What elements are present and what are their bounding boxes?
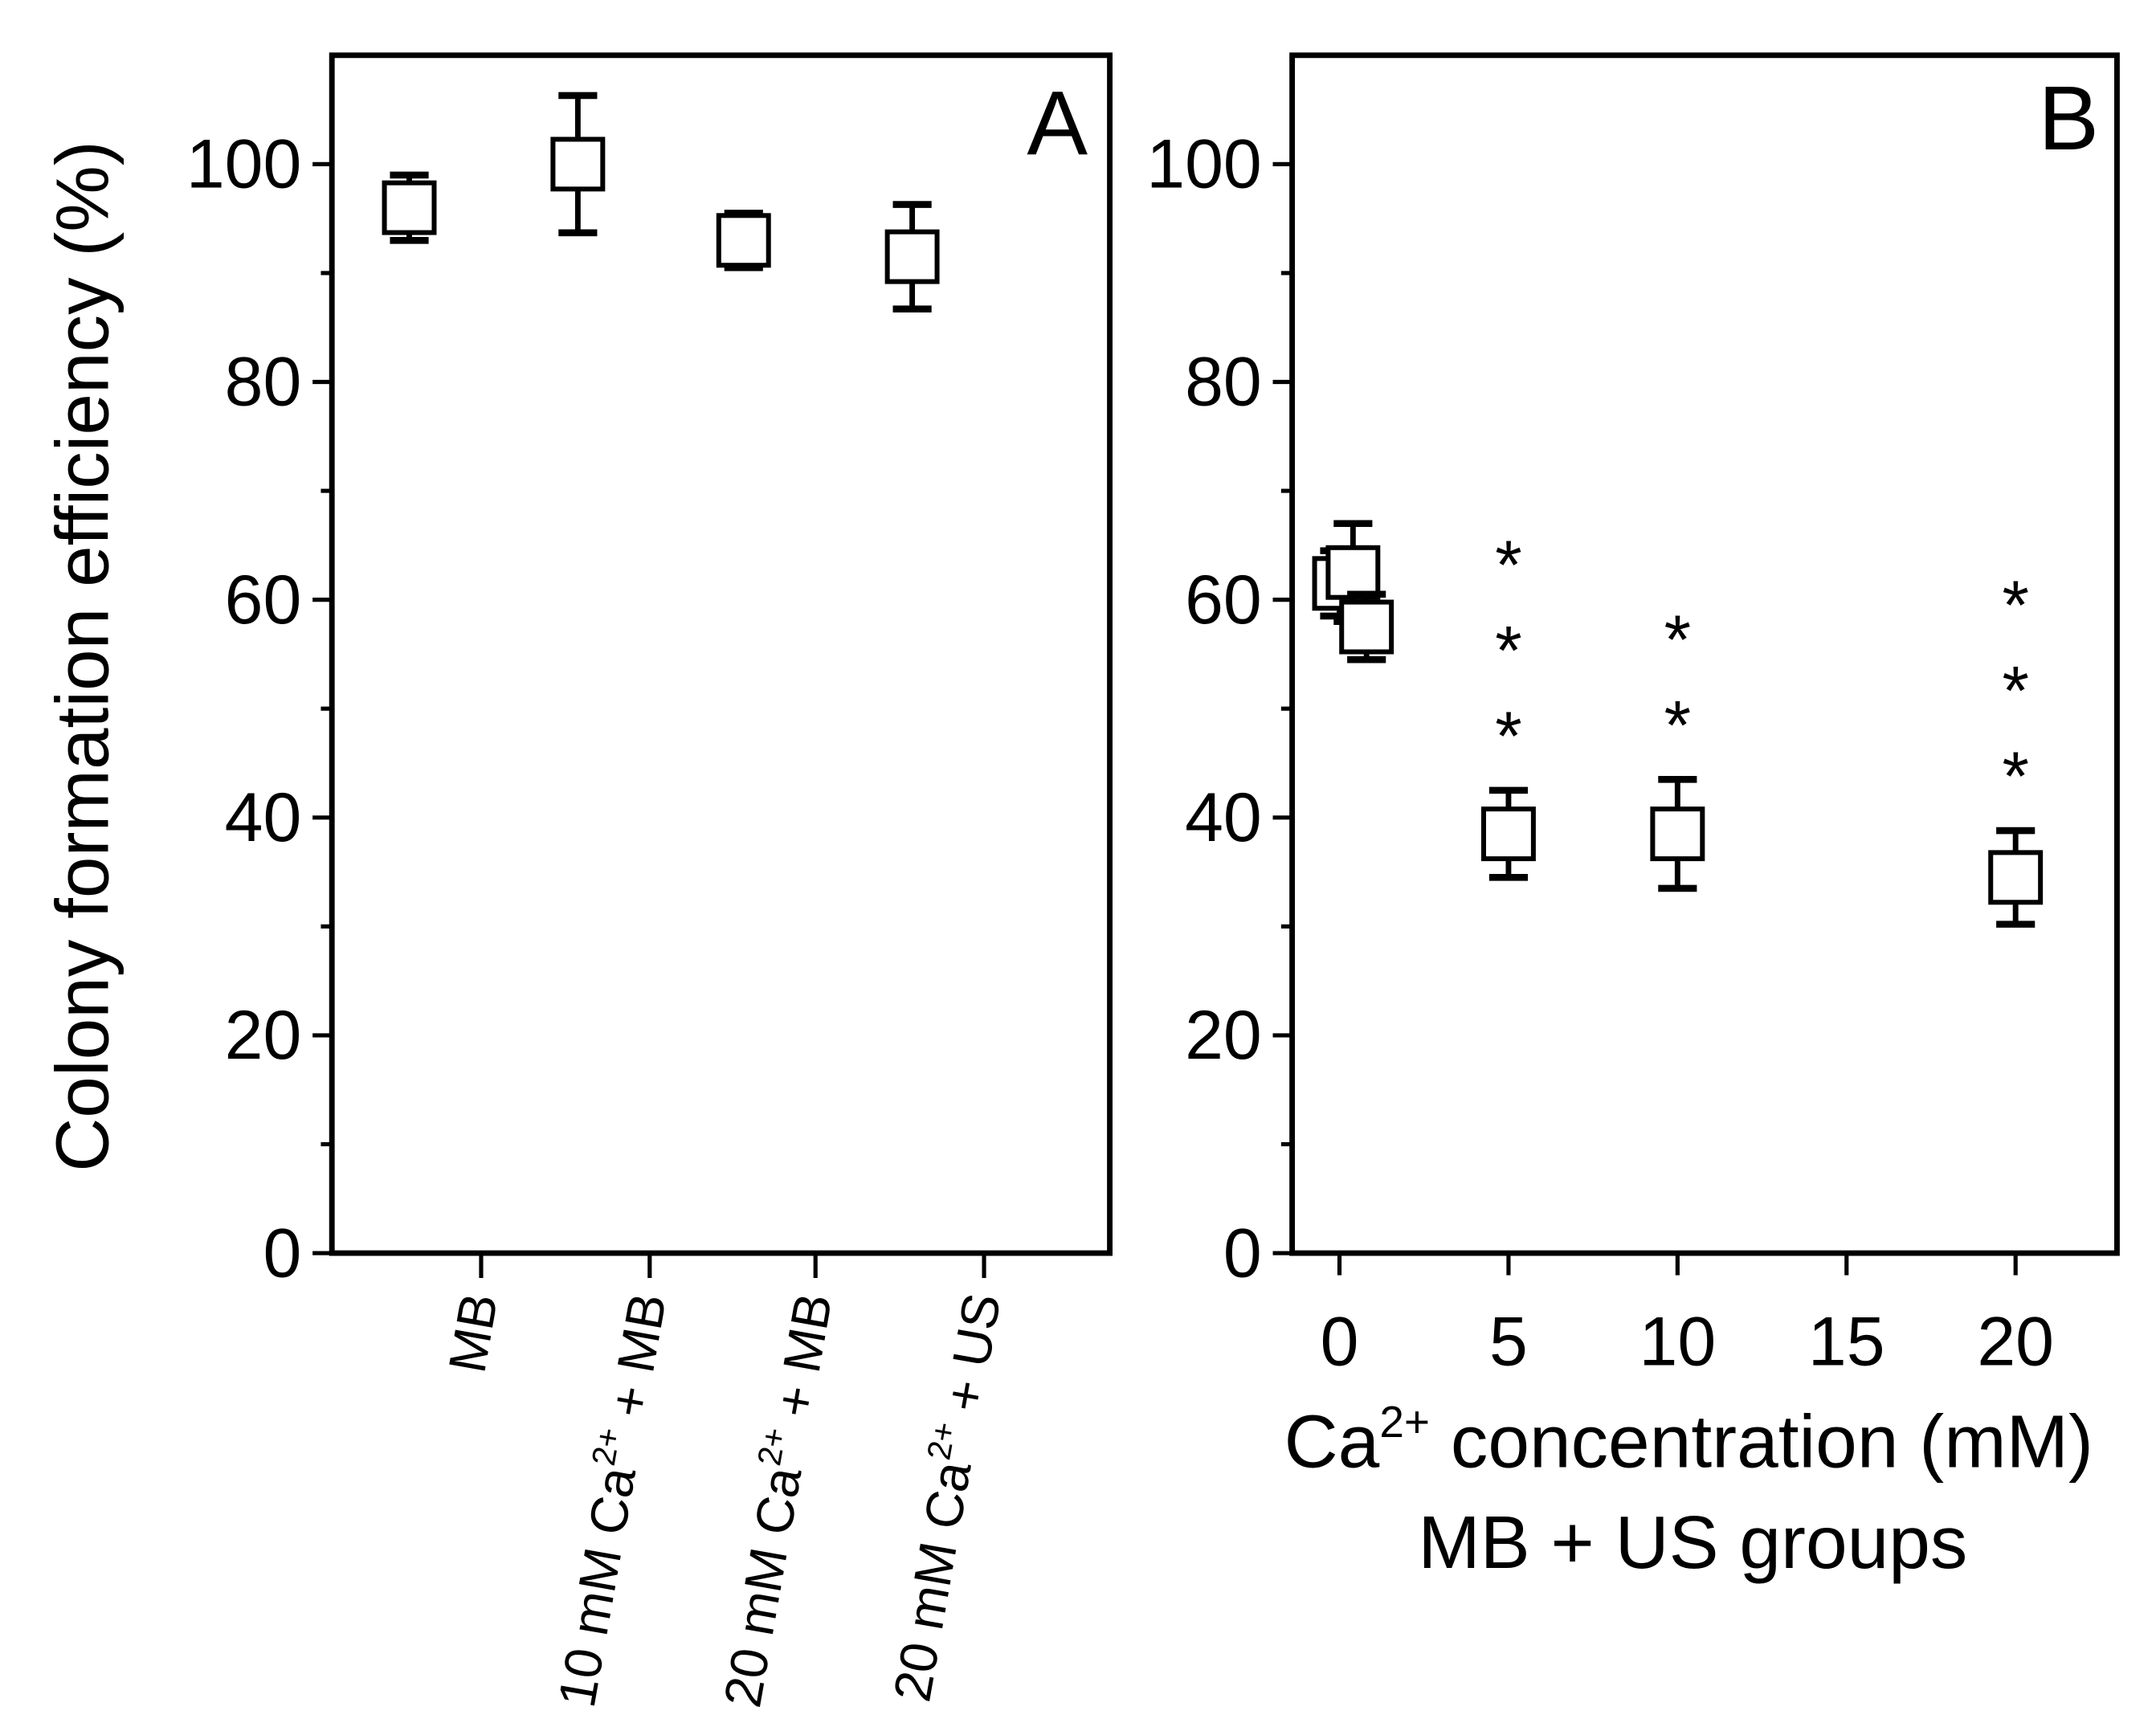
x-tick-label: 5	[1489, 1303, 1528, 1380]
data-point-square	[1988, 850, 2044, 905]
panel-a-frame	[329, 52, 1113, 1256]
data-point-square	[1650, 806, 1705, 862]
y-tick-label: 20	[225, 997, 302, 1074]
panel-b-letter: B	[2038, 67, 2099, 169]
x-tick-label: 10	[1639, 1303, 1717, 1380]
y-tick-label: 80	[1185, 344, 1262, 421]
significance-star: *	[1495, 698, 1521, 775]
significance-star: *	[1664, 687, 1691, 764]
panel-a-letter: A	[1027, 73, 1088, 175]
panel-b-y-axis: 0 20 40 60 80 100	[1146, 126, 1292, 1292]
x-category-label: 20 mM Ca2+ + MB	[708, 1288, 843, 1712]
significance-star: *	[2002, 653, 2028, 730]
category-superscript: 2+	[750, 1425, 793, 1468]
significance-star: *	[1495, 527, 1521, 604]
panel-a-data	[382, 92, 940, 312]
y-tick-label: 80	[225, 344, 302, 421]
category-text: 10 mM Ca	[547, 1462, 647, 1711]
category-text: 20 mM Ca	[713, 1462, 812, 1711]
y-axis-title: Colony formation efficiency (%)	[41, 141, 125, 1172]
significance-star: *	[2002, 567, 2028, 644]
y-tick-label: 60	[225, 561, 302, 639]
significance-star: *	[1495, 612, 1521, 689]
x-axis-subtitle: MB + US groups	[1418, 1500, 1967, 1584]
category-text: + MB	[762, 1289, 843, 1436]
category-text: 20 mM Ca	[882, 1456, 982, 1705]
category-text: MB	[437, 1289, 508, 1377]
y-tick-label: 40	[1185, 779, 1262, 856]
data-point-square	[382, 180, 437, 235]
x-category-label: MB	[437, 1289, 508, 1377]
significance-star: *	[2002, 738, 2028, 815]
x-tick-label: 15	[1808, 1303, 1885, 1380]
category-superscript: 2+	[920, 1419, 962, 1463]
category-text: + MB	[595, 1289, 677, 1436]
y-tick-label: 100	[1146, 126, 1262, 203]
y-tick-label: 20	[1185, 997, 1262, 1074]
panel-b-frame	[1289, 52, 2120, 1256]
category-superscript: 2+	[585, 1425, 627, 1468]
significance-star: *	[1664, 602, 1691, 679]
x-axis-title: Ca2+ concentration (mM)	[1284, 1397, 2093, 1484]
data-point-square	[1339, 599, 1394, 655]
y-tick-label: 100	[186, 126, 301, 203]
y-tick-label: 60	[1185, 561, 1262, 639]
data-point-square	[550, 137, 606, 192]
y-tick-label: 0	[263, 1215, 302, 1292]
data-point-square	[884, 229, 940, 284]
panel-b: 0 20 40 60 80 100 0 5 10 15 20 * * * * * * * * B Ca2+ co…	[1146, 52, 2120, 1584]
data-point-square	[1325, 545, 1381, 600]
x-tick-label: 20	[1977, 1303, 2054, 1380]
data-point-square	[1480, 806, 1536, 862]
data-point-square	[716, 213, 771, 268]
y-tick-label: 40	[225, 779, 302, 856]
panel-b-x-axis: 0 5 10 15 20	[1321, 1253, 2054, 1380]
y-tick-label: 0	[1223, 1215, 1262, 1292]
x-category-label: 20 mM Ca2+ + US	[878, 1288, 1012, 1706]
panel-b-data: * * * * * * * *	[1312, 520, 2044, 928]
x-category-label: 10 mM Ca2+ + MB	[542, 1288, 677, 1712]
panel-a-y-axis: 0 20 40 60 80 100	[186, 126, 333, 1292]
x-tick-label: 0	[1321, 1303, 1359, 1380]
category-text: + US	[931, 1289, 1012, 1430]
